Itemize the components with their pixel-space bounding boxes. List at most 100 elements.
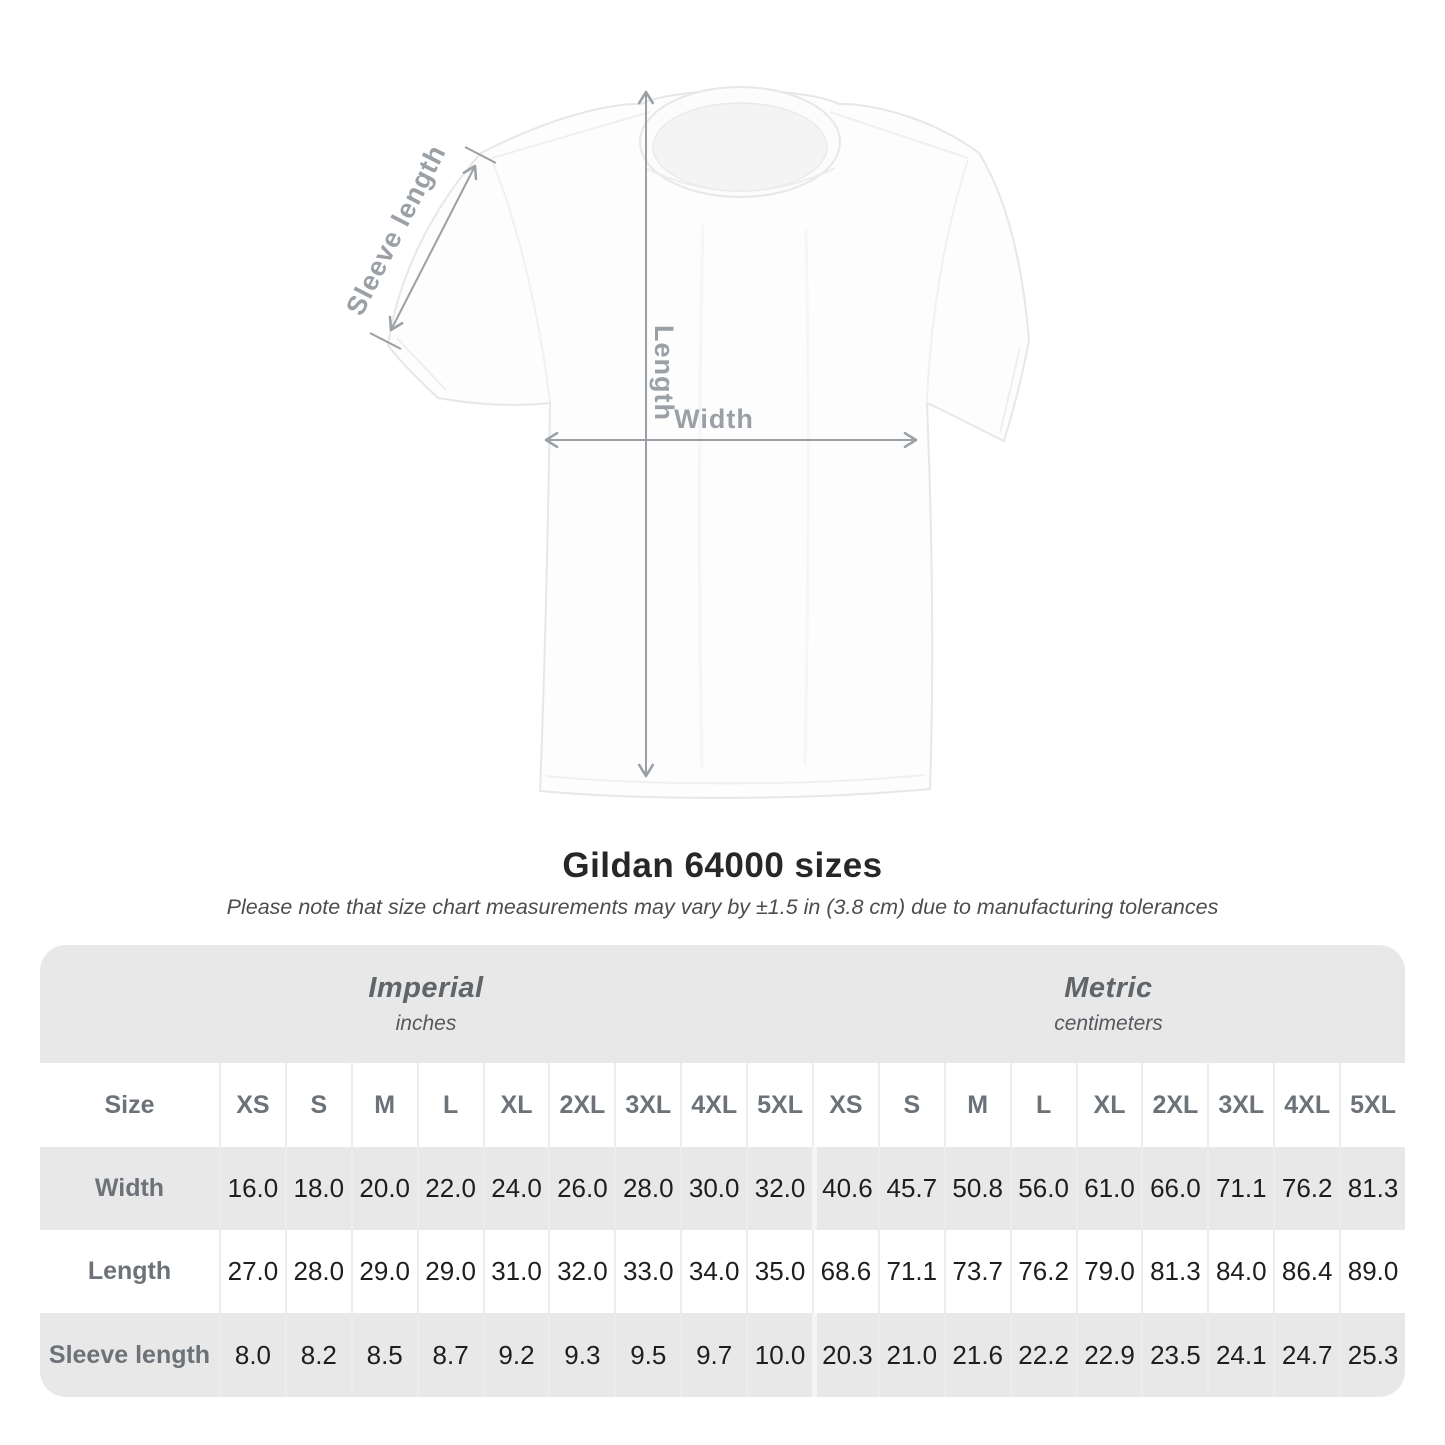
table-cell-imperial: 27.0 <box>219 1230 285 1313</box>
table-cell-metric: 71.1 <box>1207 1147 1274 1230</box>
hem-stitch-line <box>545 774 925 785</box>
table-cell-metric: 22.2 <box>1009 1313 1076 1397</box>
length-dimension-label: Length <box>649 325 679 421</box>
size-header-imperial-l: L <box>416 1063 483 1147</box>
size-header-imperial-3xl: 3XL <box>614 1063 680 1147</box>
size-header-metric-xs: XS <box>811 1063 878 1147</box>
collar-stitch-line <box>644 167 836 192</box>
table-cell-imperial: 8.7 <box>416 1313 483 1397</box>
size-header-metric-4xl: 4XL <box>1273 1063 1339 1147</box>
table-cell-metric: 73.7 <box>943 1230 1010 1313</box>
table-cell-imperial: 32.0 <box>548 1230 614 1313</box>
size-column-header: Size <box>104 1090 155 1119</box>
tshirt-collar-opening <box>652 102 828 192</box>
table-cell-imperial: 10.0 <box>746 1313 812 1397</box>
shoulder-seam-right <box>829 111 969 159</box>
size-header-metric-xl: XL <box>1075 1063 1142 1147</box>
tshirt-measurement-diagram: Length Width Sleeve length <box>340 86 1031 799</box>
table-cell-metric: 68.6 <box>811 1230 878 1313</box>
fabric-crease <box>698 224 705 769</box>
table-cell-metric: 24.1 <box>1207 1313 1274 1397</box>
row-label: Length <box>87 1257 172 1285</box>
table-cell-imperial: 35.0 <box>746 1230 812 1313</box>
size-header-imperial-2xl: 2XL <box>548 1063 614 1147</box>
size-header-imperial-5xl: 5XL <box>746 1063 812 1147</box>
table-cell-metric: 76.2 <box>1009 1230 1076 1313</box>
tshirt-body <box>386 89 1031 799</box>
size-header-imperial-4xl: 4XL <box>680 1063 746 1147</box>
table-cell-imperial: 26.0 <box>548 1147 615 1230</box>
page-title: Gildan 64000 sizes <box>562 846 883 885</box>
table-cell-imperial: 30.0 <box>680 1147 747 1230</box>
table-cell-imperial: 20.0 <box>350 1147 417 1230</box>
cuff-seam-left <box>396 337 447 391</box>
table-cell-metric: 81.3 <box>1141 1230 1207 1313</box>
tshirt-graphic <box>386 86 1031 799</box>
fabric-crease <box>803 229 810 766</box>
table-cell-imperial: 31.0 <box>482 1230 549 1313</box>
size-header-metric-3xl: 3XL <box>1207 1063 1273 1147</box>
table-cell-metric: 61.0 <box>1075 1147 1142 1230</box>
table-cell-metric: 66.0 <box>1141 1147 1208 1230</box>
metric-group-header: Metric centimeters <box>811 945 1405 1063</box>
table-cell-metric: 86.4 <box>1273 1230 1339 1313</box>
size-header-metric-l: L <box>1009 1063 1076 1147</box>
size-header-imperial-xl: XL <box>482 1063 549 1147</box>
table-cell-metric: 71.1 <box>877 1230 944 1313</box>
table-cell-imperial: 34.0 <box>680 1230 746 1313</box>
table-cell-imperial: 29.0 <box>416 1230 483 1313</box>
table-cell-imperial: 29.0 <box>350 1230 417 1313</box>
table-cell-imperial: 9.3 <box>548 1313 615 1397</box>
row-label: Sleeve length <box>40 1313 219 1397</box>
metric-group-unit: centimeters <box>1054 1012 1163 1035</box>
table-cell-metric: 84.0 <box>1207 1230 1273 1313</box>
table-cell-metric: 81.3 <box>1339 1147 1405 1230</box>
row-label: Width <box>40 1147 219 1230</box>
sleeve-length-dimension-arrow <box>369 146 497 350</box>
width-dimension-label: Width <box>674 404 754 434</box>
table-cell-metric: 79.0 <box>1075 1230 1142 1313</box>
table-cell-imperial: 8.5 <box>350 1313 417 1397</box>
table-cell-imperial: 22.0 <box>416 1147 483 1230</box>
armhole-seam-left <box>491 159 551 403</box>
metric-group-label: Metric <box>1064 972 1153 1004</box>
table-cell-imperial: 24.0 <box>482 1147 549 1230</box>
cuff-seam-right <box>999 347 1021 434</box>
table-cell-imperial: 9.5 <box>614 1313 681 1397</box>
table-cell-imperial: 16.0 <box>219 1147 285 1230</box>
size-header-imperial-xs: XS <box>219 1063 285 1147</box>
table-cell-imperial: 28.0 <box>614 1147 681 1230</box>
imperial-group-unit: inches <box>395 1012 457 1035</box>
size-header-imperial-m: M <box>350 1063 417 1147</box>
table-cell-metric: 45.7 <box>877 1147 944 1230</box>
size-header-metric-5xl: 5XL <box>1339 1063 1405 1147</box>
table-cell-metric: 56.0 <box>1009 1147 1076 1230</box>
table-cell-metric: 40.6 <box>811 1147 878 1230</box>
table-cell-imperial: 32.0 <box>746 1147 812 1230</box>
size-chart-table: Imperial inches Metric centimeters Size … <box>40 945 1405 1397</box>
armhole-seam-right <box>926 159 969 403</box>
table-cell-imperial: 33.0 <box>614 1230 680 1313</box>
size-header-imperial-s: S <box>284 1063 351 1147</box>
table-cell-metric: 20.3 <box>811 1313 878 1397</box>
size-header-metric-m: M <box>943 1063 1010 1147</box>
table-cell-metric: 24.7 <box>1273 1313 1340 1397</box>
table-cell-metric: 25.3 <box>1339 1313 1405 1397</box>
shoulder-seam-left <box>491 111 651 159</box>
table-cell-imperial: 18.0 <box>284 1147 351 1230</box>
imperial-group-header: Imperial inches <box>40 945 812 1063</box>
table-cell-metric: 50.8 <box>943 1147 1010 1230</box>
table-cell-imperial: 8.2 <box>284 1313 351 1397</box>
tolerance-note: Please note that size chart measurements… <box>226 895 1219 919</box>
table-cell-metric: 89.0 <box>1339 1230 1405 1313</box>
table-cell-imperial: 8.0 <box>219 1313 285 1397</box>
imperial-group-label: Imperial <box>368 972 484 1004</box>
table-cell-metric: 22.9 <box>1075 1313 1142 1397</box>
table-cell-metric: 23.5 <box>1141 1313 1208 1397</box>
table-cell-imperial: 9.7 <box>680 1313 747 1397</box>
size-header-metric-2xl: 2XL <box>1141 1063 1207 1147</box>
table-cell-imperial: 28.0 <box>284 1230 351 1313</box>
table-cell-metric: 21.0 <box>877 1313 944 1397</box>
table-cell-imperial: 9.2 <box>482 1313 549 1397</box>
table-cell-metric: 21.6 <box>943 1313 1010 1397</box>
